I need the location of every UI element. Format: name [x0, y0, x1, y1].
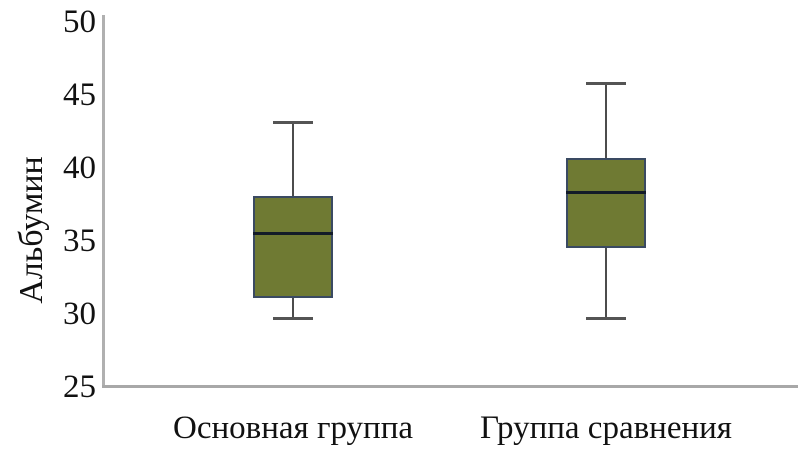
x-category-label: Группа сравнения [480, 410, 732, 446]
upper-whisker-stem [605, 83, 607, 158]
upper-whisker-cap [273, 121, 313, 125]
y-axis-line [102, 15, 105, 387]
x-axis-line [102, 385, 798, 388]
upper-whisker-stem [292, 122, 294, 196]
lower-whisker-stem [605, 248, 607, 319]
lower-whisker-stem [292, 297, 294, 319]
iqr-box [566, 157, 646, 249]
y-tick-label: 40 [63, 150, 96, 186]
x-category-label: Основная группа [172, 410, 414, 446]
iqr-box [253, 195, 333, 298]
y-tick-label: 50 [63, 4, 96, 40]
lower-whisker-cap [586, 316, 626, 320]
y-tick-label: 45 [63, 77, 96, 113]
y-tick-label: 25 [63, 369, 96, 405]
lower-whisker-cap [273, 316, 313, 320]
median-line [566, 191, 646, 195]
median-line [253, 232, 333, 236]
upper-whisker-cap [586, 81, 626, 85]
y-tick-label: 35 [63, 223, 96, 259]
y-tick-label: 30 [63, 296, 96, 332]
